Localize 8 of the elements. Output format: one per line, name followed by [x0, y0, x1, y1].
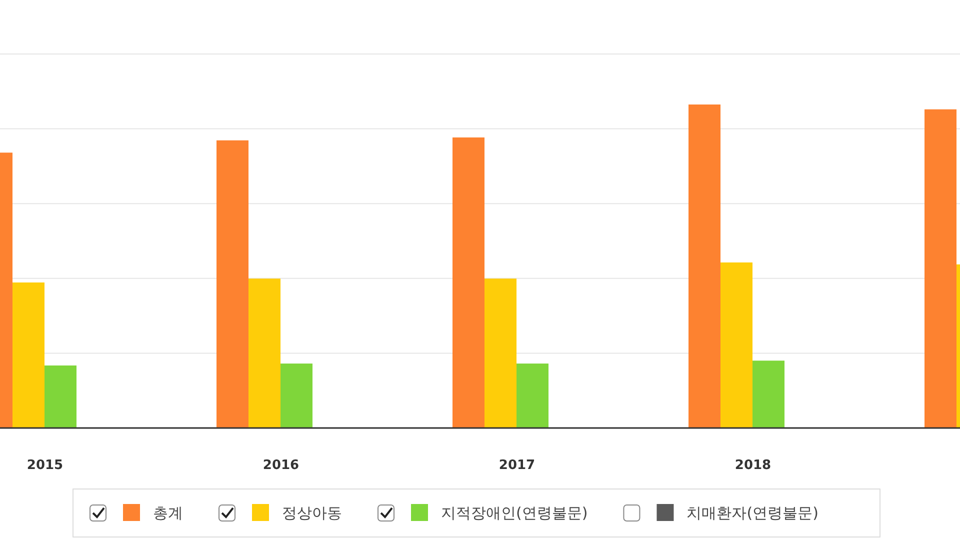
legend-label: 치매환자(연령불문): [686, 504, 818, 522]
x-tick-label: 2017: [498, 458, 536, 473]
x-tick-label: 2015: [26, 458, 64, 473]
x-tick-label: 2018: [734, 458, 772, 473]
legend-label: 지적장애인(연령불문): [441, 504, 588, 522]
legend-label: 정상아동: [282, 504, 342, 522]
legend-label: 총계: [153, 504, 183, 522]
x-tick-label: 2016: [262, 458, 300, 473]
